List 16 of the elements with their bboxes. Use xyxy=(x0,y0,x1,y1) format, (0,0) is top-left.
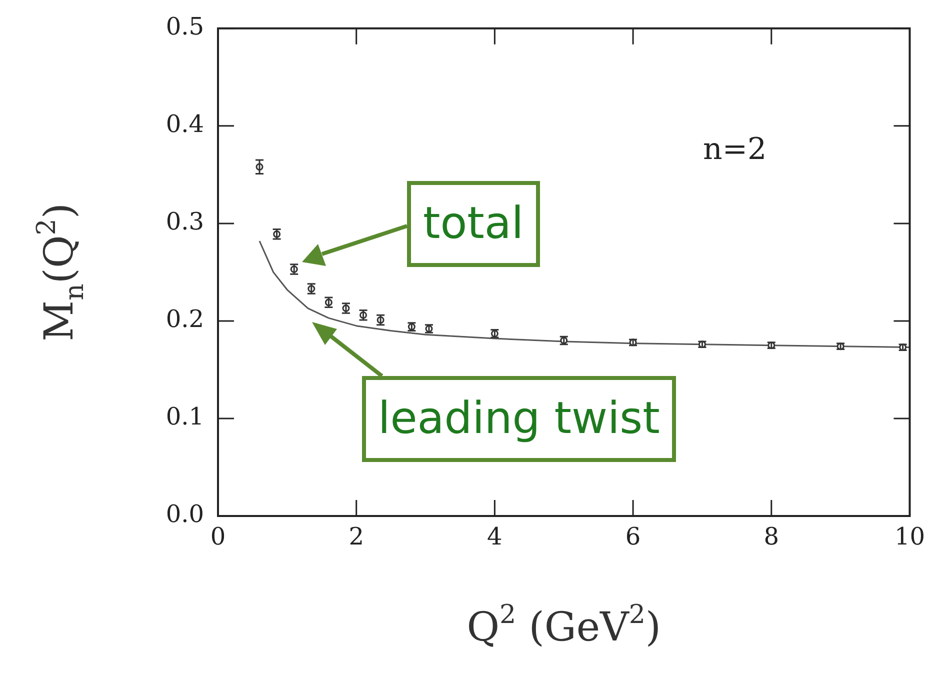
x-tick-label: 0 xyxy=(210,522,226,551)
y-tick-label: 0.2 xyxy=(166,305,204,334)
annotation: n=2 xyxy=(703,132,767,167)
y-tick-label: 0.3 xyxy=(166,208,204,236)
y-tick-label: 0.1 xyxy=(166,402,204,431)
x-tick-label: 6 xyxy=(625,522,641,551)
x-tick-label: 4 xyxy=(487,522,502,551)
x-tick-label: 8 xyxy=(764,522,780,551)
y-tick-label: 0.0 xyxy=(166,500,204,528)
y-tick-label: 0.5 xyxy=(166,12,204,41)
x-tick-label: 10 xyxy=(894,522,926,551)
annotation: leading twist xyxy=(362,376,676,462)
y-tick-label: 0.4 xyxy=(166,110,204,138)
y-axis-title: Mn(Q2) xyxy=(32,203,90,342)
annotation: total xyxy=(407,181,540,267)
x-tick-label: 2 xyxy=(348,522,364,551)
